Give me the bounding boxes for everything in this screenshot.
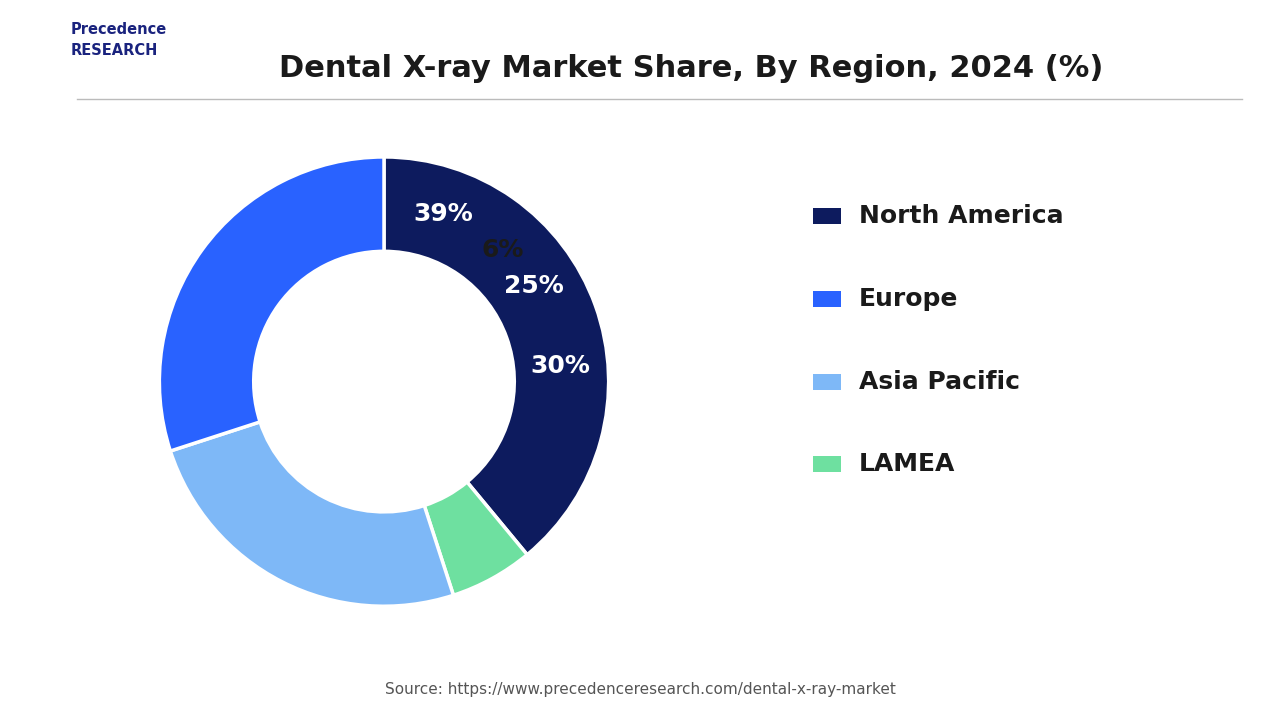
Text: LAMEA: LAMEA xyxy=(859,452,955,477)
Text: Precedence
RESEARCH: Precedence RESEARCH xyxy=(70,22,166,58)
Text: Dental X-ray Market Share, By Region, 2024 (%): Dental X-ray Market Share, By Region, 20… xyxy=(279,54,1103,83)
Text: 39%: 39% xyxy=(413,202,474,226)
Text: 25%: 25% xyxy=(504,274,563,298)
Text: 30%: 30% xyxy=(531,354,591,378)
Wedge shape xyxy=(424,482,527,595)
Wedge shape xyxy=(384,157,608,554)
Text: North America: North America xyxy=(859,204,1064,228)
Text: Europe: Europe xyxy=(859,287,959,311)
Wedge shape xyxy=(170,422,453,606)
Text: Source: https://www.precedenceresearch.com/dental-x-ray-market: Source: https://www.precedenceresearch.c… xyxy=(384,683,896,697)
Wedge shape xyxy=(160,157,384,451)
Text: Asia Pacific: Asia Pacific xyxy=(859,369,1020,394)
Text: 6%: 6% xyxy=(481,238,524,261)
